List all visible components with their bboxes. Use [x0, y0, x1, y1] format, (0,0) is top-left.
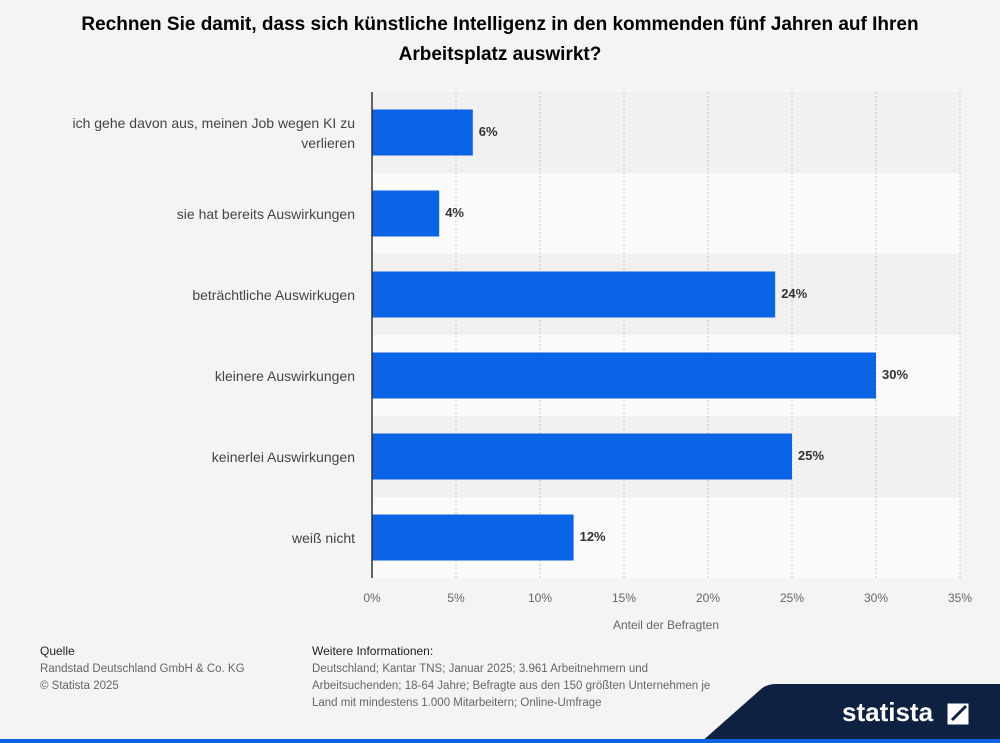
bar	[372, 433, 792, 480]
data-label: 4%	[445, 205, 464, 220]
source-block: Quelle Randstad Deutschland GmbH & Co. K…	[40, 643, 245, 695]
bar	[372, 109, 473, 156]
source-title: Quelle	[40, 644, 75, 658]
x-tick-label: 0%	[363, 591, 381, 605]
x-tick-label: 30%	[864, 591, 888, 605]
x-tick-label: 5%	[447, 591, 465, 605]
x-tick-label: 20%	[696, 591, 720, 605]
data-label: 12%	[580, 529, 606, 544]
bar	[372, 514, 574, 561]
bar	[372, 352, 876, 399]
source: Randstad Deutschland GmbH & Co. KG	[40, 663, 245, 675]
info: Deutschland; Kantar TNS; Januar 2025; 3.…	[312, 663, 711, 709]
x-axis-label: Anteil der Befragten	[613, 618, 719, 632]
x-tick-label: 25%	[780, 591, 804, 605]
info-title: Weitere Informationen:	[312, 644, 434, 658]
data-label: 24%	[781, 286, 807, 301]
data-label: 6%	[479, 124, 498, 139]
logo-text: statista	[842, 697, 934, 727]
chart-title: Rechnen Sie damit, dass sich künstliche …	[81, 14, 919, 65]
bar	[372, 271, 776, 318]
logo-band	[700, 684, 1000, 743]
x-tick-label: 35%	[948, 591, 972, 605]
copyright: © Statista 2025	[40, 680, 119, 692]
category-label: sie hat bereits Auswirkungen	[176, 205, 355, 222]
category-label: weiß nicht	[291, 529, 355, 546]
row-band	[372, 173, 960, 254]
category-label: keinerlei Auswirkungen	[211, 448, 355, 465]
x-tick-label: 15%	[612, 591, 636, 605]
data-label: 25%	[798, 448, 824, 463]
bottom-stripe	[0, 739, 1000, 743]
category-label: beträchtliche Auswirkugen	[192, 286, 355, 303]
x-tick-label: 10%	[528, 591, 552, 605]
category-label: ich gehe davon aus, meinen Job wegen KI …	[72, 114, 355, 151]
data-label: 30%	[882, 367, 908, 382]
info-block: Weitere Informationen: Deutschland; Kant…	[312, 643, 712, 712]
category-label: kleinere Auswirkungen	[214, 367, 355, 384]
logo-icon	[944, 700, 972, 728]
bar	[372, 190, 440, 237]
